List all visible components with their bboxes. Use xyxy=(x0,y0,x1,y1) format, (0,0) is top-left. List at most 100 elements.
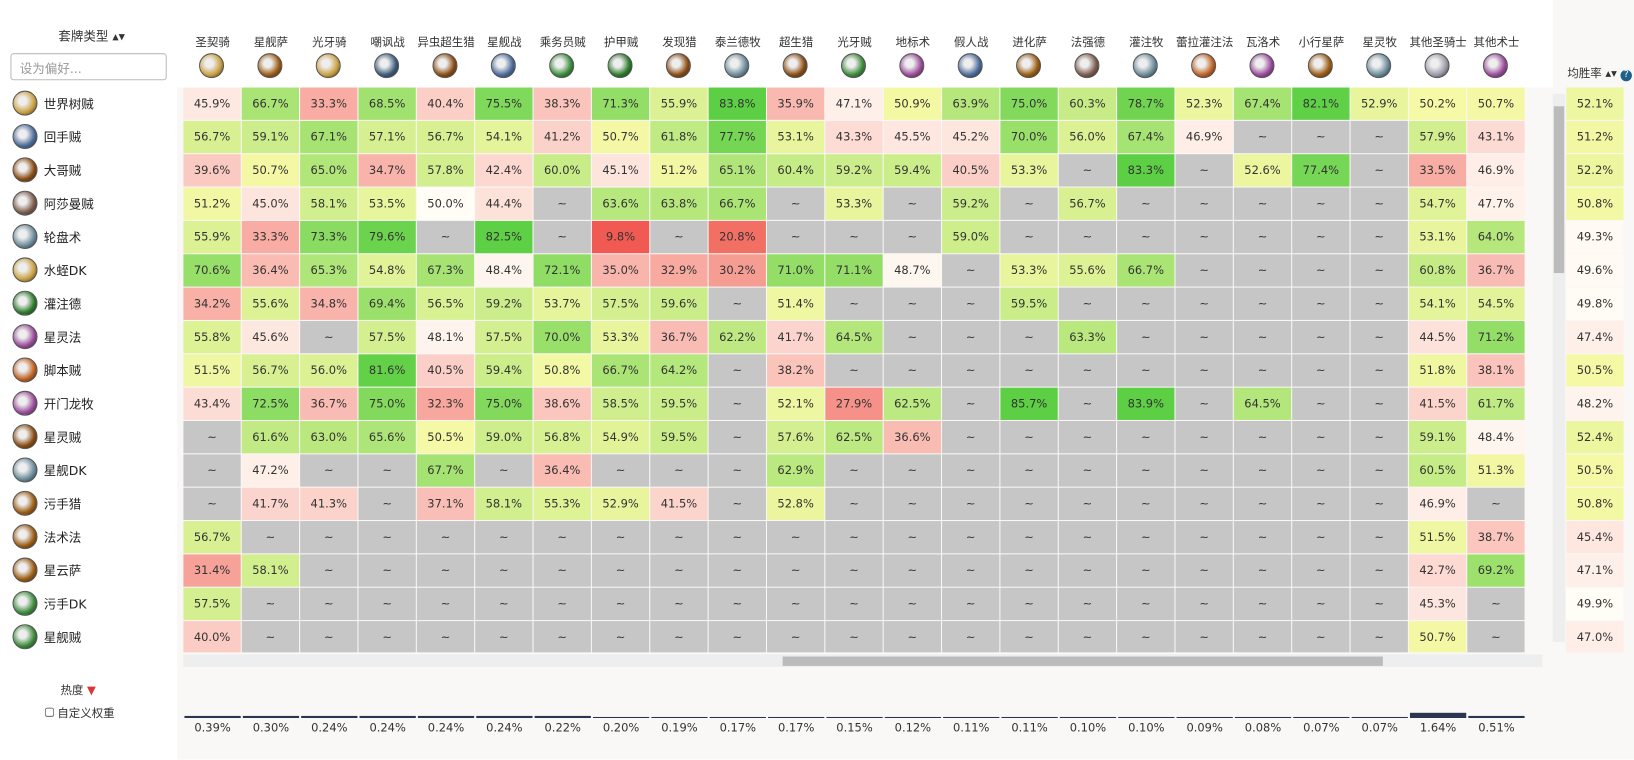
matchup-cell[interactable]: ~ xyxy=(942,487,1000,521)
matchup-cell[interactable]: ~ xyxy=(1292,320,1350,354)
matchup-cell[interactable]: ~ xyxy=(1467,487,1525,521)
matchup-cell[interactable]: ~ xyxy=(650,521,708,554)
checkbox[interactable] xyxy=(44,707,55,717)
matchup-cell[interactable]: 43.3% xyxy=(825,120,883,154)
matchup-cell[interactable]: ~ xyxy=(591,554,650,587)
matchup-cell[interactable]: ~ xyxy=(1175,487,1233,521)
matchup-cell[interactable]: ~ xyxy=(1000,554,1058,587)
matchup-cell[interactable]: 56.7% xyxy=(183,120,241,154)
matchup-cell[interactable]: 64.5% xyxy=(825,320,883,354)
matchup-cell[interactable]: 60.4% xyxy=(766,154,825,187)
matchup-cell[interactable]: 40.5% xyxy=(942,154,1000,187)
matchup-cell[interactable]: 70.6% xyxy=(183,254,241,287)
matchup-cell[interactable]: 75.0% xyxy=(1000,87,1058,120)
matchup-cell[interactable]: ~ xyxy=(1292,354,1350,387)
deck-name[interactable]: 星灵贼 xyxy=(43,430,82,445)
matchup-cell[interactable]: 78.7% xyxy=(1117,87,1175,120)
matchup-cell[interactable]: ~ xyxy=(825,287,883,320)
matchup-cell[interactable]: ~ xyxy=(1117,187,1175,220)
matchup-cell[interactable]: ~ xyxy=(416,621,475,653)
matchup-cell[interactable]: ~ xyxy=(1000,320,1058,354)
matchup-cell[interactable]: 45.9% xyxy=(183,87,241,120)
matchup-cell[interactable]: 34.7% xyxy=(358,154,416,187)
matchup-cell[interactable]: ~ xyxy=(883,454,942,487)
matchup-cell[interactable]: 50.9% xyxy=(883,87,942,120)
matchup-cell[interactable]: ~ xyxy=(825,454,883,487)
matchup-cell[interactable]: 50.7% xyxy=(1408,621,1467,653)
matchup-cell[interactable]: ~ xyxy=(1233,521,1292,554)
matchup-cell[interactable]: 33.5% xyxy=(1408,154,1467,187)
matchup-cell[interactable]: 46.9% xyxy=(1467,154,1525,187)
matchup-cell[interactable]: 57.9% xyxy=(1408,120,1467,154)
matchup-cell[interactable]: 36.6% xyxy=(883,421,942,454)
matchup-cell[interactable]: ~ xyxy=(1000,521,1058,554)
matchup-cell[interactable]: ~ xyxy=(1292,487,1350,521)
matchup-cell[interactable]: 55.9% xyxy=(183,220,241,254)
matchup-cell[interactable]: ~ xyxy=(475,521,533,554)
matchup-cell[interactable]: ~ xyxy=(1058,154,1117,187)
matchup-cell[interactable]: ~ xyxy=(766,521,825,554)
matchup-cell[interactable]: 41.5% xyxy=(1408,387,1467,420)
matchup-cell[interactable]: ~ xyxy=(942,521,1000,554)
matchup-cell[interactable]: ~ xyxy=(1117,454,1175,487)
matchup-cell[interactable]: 59.5% xyxy=(650,421,708,454)
matchup-cell[interactable]: ~ xyxy=(475,621,533,653)
matchup-cell[interactable]: ~ xyxy=(1350,521,1408,554)
matchup-cell[interactable]: 65.1% xyxy=(708,154,766,187)
matchup-cell[interactable]: ~ xyxy=(1000,354,1058,387)
matchup-cell[interactable]: 57.5% xyxy=(183,587,241,621)
matchup-cell[interactable]: ~ xyxy=(1058,287,1117,320)
matchup-cell[interactable]: 38.7% xyxy=(1467,521,1525,554)
matchup-cell[interactable]: ~ xyxy=(1350,587,1408,621)
matchup-cell[interactable]: ~ xyxy=(650,621,708,653)
matchup-cell[interactable]: 56.0% xyxy=(300,354,358,387)
matchup-cell[interactable]: ~ xyxy=(1117,320,1175,354)
matchup-cell[interactable]: ~ xyxy=(883,320,942,354)
matchup-cell[interactable]: 47.7% xyxy=(1467,187,1525,220)
matchup-cell[interactable]: ~ xyxy=(1350,454,1408,487)
matchup-cell[interactable]: ~ xyxy=(591,587,650,621)
matchup-cell[interactable]: ~ xyxy=(533,554,591,587)
matchup-cell[interactable]: ~ xyxy=(533,521,591,554)
matchup-cell[interactable]: ~ xyxy=(1117,287,1175,320)
matchup-cell[interactable]: 52.1% xyxy=(766,387,825,420)
matchup-cell[interactable]: ~ xyxy=(1233,421,1292,454)
deck-name[interactable]: 阿莎曼贼 xyxy=(43,196,94,212)
matchup-cell[interactable]: ~ xyxy=(1350,287,1408,320)
matchup-cell[interactable]: 66.7% xyxy=(591,354,650,387)
column-header[interactable]: 地标术 xyxy=(895,35,931,49)
matchup-cell[interactable]: 38.6% xyxy=(533,387,591,420)
matchup-cell[interactable]: ~ xyxy=(1117,487,1175,521)
matchup-cell[interactable]: 59.2% xyxy=(942,187,1000,220)
matchup-cell[interactable]: 57.5% xyxy=(358,320,416,354)
matchup-cell[interactable]: ~ xyxy=(1292,621,1350,653)
matchup-cell[interactable]: 67.7% xyxy=(416,454,475,487)
column-header[interactable]: 异虫超生猎 xyxy=(417,35,475,49)
matchup-cell[interactable]: 55.6% xyxy=(1058,254,1117,287)
column-header[interactable]: 泰兰德牧 xyxy=(714,35,761,49)
matchup-cell[interactable]: ~ xyxy=(1233,220,1292,254)
matchup-cell[interactable]: 56.7% xyxy=(241,354,300,387)
matchup-cell[interactable]: ~ xyxy=(1175,521,1233,554)
matchup-cell[interactable]: 81.6% xyxy=(358,354,416,387)
matchup-cell[interactable]: ~ xyxy=(1233,487,1292,521)
matchup-cell[interactable]: 55.6% xyxy=(241,287,300,320)
matchup-cell[interactable]: 52.6% xyxy=(1233,154,1292,187)
matchup-cell[interactable]: 73.3% xyxy=(300,220,358,254)
matchup-cell[interactable]: 50.8% xyxy=(533,354,591,387)
matchup-cell[interactable]: ~ xyxy=(942,454,1000,487)
sort-header[interactable]: 套牌类型 ▴▾ xyxy=(58,29,125,44)
matchup-cell[interactable]: 53.3% xyxy=(1000,154,1058,187)
matchup-cell[interactable]: ~ xyxy=(1467,587,1525,621)
matchup-cell[interactable]: 61.7% xyxy=(1467,387,1525,420)
matchup-cell[interactable]: 46.9% xyxy=(1175,120,1233,154)
matchup-cell[interactable]: ~ xyxy=(708,487,766,521)
matchup-cell[interactable]: ~ xyxy=(708,587,766,621)
matchup-cell[interactable]: 27.9% xyxy=(825,387,883,420)
matchup-cell[interactable]: 57.5% xyxy=(475,320,533,354)
matchup-cell[interactable]: 39.6% xyxy=(183,154,241,187)
matchup-cell[interactable]: ~ xyxy=(1175,454,1233,487)
matchup-cell[interactable]: 54.1% xyxy=(1408,287,1467,320)
matchup-cell[interactable]: ~ xyxy=(183,454,241,487)
matchup-cell[interactable]: ~ xyxy=(358,621,416,653)
